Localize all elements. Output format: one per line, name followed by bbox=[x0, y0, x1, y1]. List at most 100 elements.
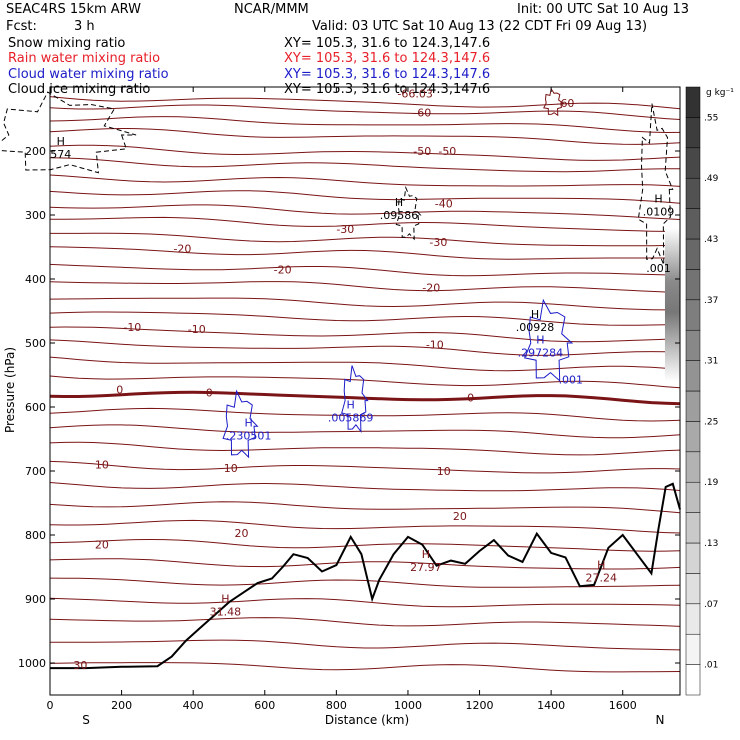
colorbar-tick-label: .55 bbox=[704, 113, 718, 123]
temperature-contour-label: -60 bbox=[556, 97, 574, 110]
temperature-contour-line bbox=[49, 597, 681, 608]
y-tick-label: 400 bbox=[25, 273, 46, 286]
colorbar-unit: g kg⁻¹ bbox=[706, 88, 734, 98]
maximum-value: .001 bbox=[559, 373, 584, 386]
temperature-contour-label: 10 bbox=[437, 465, 451, 478]
colorbar: .01 .07 .13 .19 .25 .31 .37 .43 .49 .55 bbox=[685, 86, 719, 696]
temperature-contour-label: 20 bbox=[95, 539, 109, 552]
temperature-contour-line bbox=[49, 216, 680, 232]
field-rain-name: Rain water mixing ratio bbox=[8, 51, 160, 66]
colorbar-tick-label: .25 bbox=[704, 417, 718, 427]
maximum-value: 27.97 bbox=[410, 561, 442, 574]
maximum-value: 31.48 bbox=[210, 606, 242, 619]
maximum-marker: H bbox=[597, 559, 605, 572]
valid-time: Valid: 03 UTC Sat 10 Aug 13 (22 CDT Fri … bbox=[312, 19, 647, 34]
colorbar-tick-label: .49 bbox=[704, 174, 719, 184]
temperature-contour-line bbox=[49, 577, 681, 588]
temperature-contour-label: 30 bbox=[73, 659, 87, 672]
colorbar-swatch bbox=[685, 512, 701, 544]
temperature-contour-line bbox=[49, 297, 681, 311]
temperature-contour-line bbox=[50, 639, 681, 651]
temperature-contour-line bbox=[49, 375, 681, 389]
x-tick-label: 1200 bbox=[466, 699, 494, 712]
maximum-value: .230501 bbox=[226, 430, 272, 443]
temperature-contour-label: -10 bbox=[188, 323, 206, 336]
maximum-value: .09586 bbox=[380, 209, 419, 222]
temperature-local-contour bbox=[543, 87, 565, 117]
temperature-contours bbox=[49, 96, 681, 673]
snow-shading bbox=[664, 227, 680, 382]
colorbar-tick-label: .01 bbox=[704, 661, 718, 671]
temperature-contour-label: -66.03 bbox=[397, 87, 432, 100]
temperature-contour-label: -40 bbox=[435, 197, 453, 210]
field-cloudwater-xy: XY= 105.3, 31.6 to 124.3,147.6 bbox=[284, 67, 490, 82]
temperature-contour-line bbox=[49, 190, 681, 204]
x-tick-label: 1600 bbox=[609, 699, 637, 712]
temperature-contour-label: -50 bbox=[413, 145, 431, 158]
temperature-contour-line bbox=[49, 617, 681, 627]
maximum-value: 27.24 bbox=[586, 572, 618, 585]
terrain-surface bbox=[50, 482, 681, 670]
temperature-contour-line bbox=[49, 662, 681, 673]
colorbar-swatch bbox=[685, 329, 701, 361]
temperature-contour-label: 0 bbox=[467, 391, 474, 404]
field-rain-xy: XY= 105.3, 31.6 to 124.3,147.6 bbox=[284, 51, 490, 66]
center-name: NCAR/MMM bbox=[234, 2, 309, 17]
maximum-value: 574 bbox=[50, 148, 71, 161]
temperature-contour-label: 0 bbox=[206, 386, 213, 399]
maximum-value: .005869 bbox=[328, 412, 374, 425]
temperature-contour-line bbox=[49, 326, 681, 343]
init-time: Init: 00 UTC Sat 10 Aug 13 bbox=[517, 2, 689, 17]
colorbar-swatch bbox=[685, 573, 701, 605]
x-end-label-south: S bbox=[82, 713, 90, 727]
maximum-value: .0109 bbox=[643, 206, 675, 219]
colorbar-swatch bbox=[685, 481, 701, 513]
temperature-contour-line bbox=[49, 339, 681, 356]
maximum-marker: H bbox=[422, 548, 430, 561]
field-cloudice-xy: XY= 105.3, 31.6 to 124.3,147.6 bbox=[284, 82, 490, 97]
maximum-marker: H bbox=[347, 399, 355, 412]
colorbar-swatch bbox=[685, 390, 701, 422]
maximum-marker: H bbox=[221, 593, 229, 606]
maximum-value: .00928 bbox=[516, 321, 555, 334]
colorbar-tick-label: .13 bbox=[704, 539, 718, 549]
temperature-contour-label: -50 bbox=[438, 145, 456, 158]
temperature-contour-line bbox=[49, 174, 681, 187]
temperature-contour-label: 20 bbox=[235, 527, 249, 540]
maximum-value: .001 bbox=[646, 262, 671, 275]
temperature-contour-line bbox=[50, 232, 681, 247]
y-tick-label: 800 bbox=[25, 529, 46, 542]
temperature-contour-label: -20 bbox=[173, 242, 191, 255]
y-tick-label: 600 bbox=[25, 401, 46, 414]
field-snow-name: Snow mixing ratio bbox=[8, 36, 125, 51]
maximum-marker: H bbox=[654, 193, 662, 206]
colorbar-swatch bbox=[685, 421, 701, 453]
temperature-contour-line bbox=[49, 116, 681, 134]
colorbar-swatch bbox=[685, 451, 701, 483]
x-tick-label: 800 bbox=[326, 699, 347, 712]
fcst-label: Fcst: bbox=[6, 19, 37, 34]
x-tick-label: 0 bbox=[47, 699, 54, 712]
temperature-contour-label: 10 bbox=[224, 462, 238, 475]
temperature-contour-line bbox=[49, 558, 681, 570]
temperature-contour-line bbox=[49, 104, 681, 120]
colorbar-tick-label: .37 bbox=[704, 296, 718, 306]
maximum-marker: H bbox=[531, 308, 539, 321]
colorbar-tick-label: .07 bbox=[704, 600, 718, 610]
temperature-contour-line bbox=[49, 281, 681, 293]
y-tick-label: 700 bbox=[25, 465, 46, 478]
x-tick-label: 1400 bbox=[537, 699, 565, 712]
temperature-contour-line bbox=[49, 127, 681, 145]
colorbar-swatch bbox=[685, 603, 701, 635]
field-cloudwater-name: Cloud water mixing ratio bbox=[8, 67, 169, 82]
colorbar-swatch bbox=[685, 269, 701, 301]
temperature-contour-line bbox=[49, 157, 681, 173]
temperature-contour-line bbox=[49, 482, 681, 492]
colorbar-swatch bbox=[685, 177, 701, 209]
colorbar-swatch bbox=[685, 299, 701, 331]
temperature-contour-label: -20 bbox=[274, 263, 292, 276]
temperature-contour-line bbox=[49, 424, 681, 439]
maximum-value: .297284 bbox=[518, 346, 564, 359]
temperature-contour-label: 20 bbox=[453, 510, 467, 523]
temperature-contour-label: 0 bbox=[116, 384, 123, 397]
